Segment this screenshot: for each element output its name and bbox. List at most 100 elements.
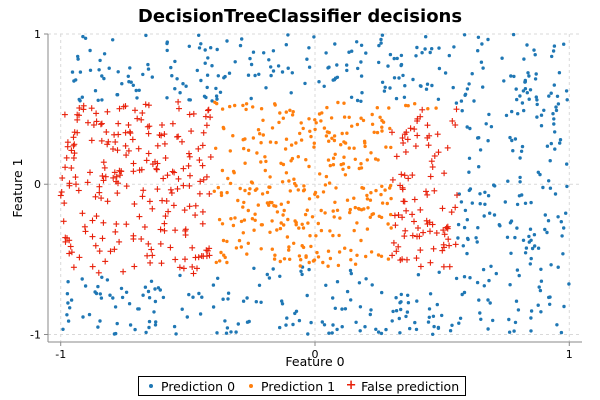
point-prediction-0 <box>432 324 436 329</box>
point-prediction-1 <box>334 186 338 190</box>
point-prediction-0 <box>306 332 310 336</box>
point-prediction-0 <box>545 230 549 235</box>
point-prediction-1 <box>256 203 260 207</box>
point-prediction-0 <box>527 97 531 101</box>
point-prediction-0 <box>249 62 254 67</box>
point-false-prediction <box>399 214 406 221</box>
point-prediction-0 <box>280 70 285 74</box>
point-prediction-1 <box>243 188 247 193</box>
point-prediction-0 <box>552 44 557 48</box>
point-false-prediction <box>158 132 165 139</box>
point-prediction-1 <box>242 218 247 222</box>
point-false-prediction <box>399 256 406 263</box>
point-prediction-0 <box>379 331 384 336</box>
point-prediction-0 <box>565 162 569 166</box>
point-prediction-0 <box>463 208 468 213</box>
point-prediction-0 <box>88 68 93 73</box>
point-prediction-1 <box>376 253 381 257</box>
point-prediction-0 <box>511 32 516 37</box>
point-prediction-0 <box>66 280 70 284</box>
legend-label-prediction-0: Prediction 0 <box>161 378 236 394</box>
point-prediction-0 <box>170 74 174 78</box>
point-false-prediction <box>433 230 440 236</box>
point-prediction-0 <box>489 125 494 129</box>
point-prediction-0 <box>392 56 396 61</box>
point-false-prediction <box>414 118 421 124</box>
point-prediction-0 <box>526 71 530 75</box>
point-prediction-1 <box>375 106 379 110</box>
point-prediction-0 <box>415 45 419 50</box>
point-false-prediction <box>434 131 441 138</box>
point-prediction-0 <box>512 329 516 333</box>
point-prediction-1 <box>241 205 245 209</box>
point-prediction-0 <box>481 66 485 70</box>
point-prediction-0 <box>320 320 324 324</box>
point-prediction-1 <box>327 139 331 143</box>
point-false-prediction <box>115 120 122 127</box>
point-prediction-0 <box>489 264 493 268</box>
point-prediction-1 <box>268 175 272 179</box>
point-prediction-0 <box>415 299 419 303</box>
point-prediction-1 <box>356 206 361 211</box>
point-prediction-1 <box>304 158 308 162</box>
point-prediction-1 <box>339 143 343 147</box>
point-prediction-0 <box>369 308 373 312</box>
point-prediction-0 <box>461 244 465 248</box>
point-false-prediction <box>404 136 411 143</box>
point-prediction-1 <box>213 100 217 105</box>
point-prediction-1 <box>342 115 347 119</box>
point-prediction-0 <box>567 282 571 286</box>
point-prediction-0 <box>111 38 115 42</box>
point-false-prediction <box>175 133 182 140</box>
point-prediction-1 <box>259 160 263 164</box>
point-false-prediction <box>429 164 436 170</box>
point-prediction-0 <box>479 317 483 321</box>
point-prediction-0 <box>465 125 469 129</box>
point-prediction-1 <box>299 138 304 142</box>
point-false-prediction <box>401 131 408 138</box>
point-prediction-1 <box>275 228 279 232</box>
point-false-prediction <box>107 248 114 255</box>
point-false-prediction <box>93 110 100 117</box>
point-prediction-0 <box>197 33 201 37</box>
point-prediction-0 <box>553 147 557 151</box>
point-prediction-1 <box>302 184 306 188</box>
point-prediction-0 <box>112 332 117 336</box>
point-false-prediction <box>172 256 179 263</box>
point-prediction-0 <box>447 53 451 58</box>
point-prediction-0 <box>354 320 358 324</box>
point-false-prediction <box>441 170 448 177</box>
point-prediction-0 <box>146 289 151 294</box>
point-prediction-0 <box>547 94 551 98</box>
point-prediction-0 <box>188 98 192 102</box>
point-prediction-0 <box>312 35 316 39</box>
point-prediction-0 <box>403 84 407 88</box>
point-prediction-0 <box>225 326 230 330</box>
point-prediction-0 <box>394 96 399 101</box>
point-prediction-1 <box>387 106 391 110</box>
point-false-prediction <box>120 268 127 275</box>
point-prediction-0 <box>562 304 566 309</box>
point-false-prediction <box>148 246 155 253</box>
point-false-prediction <box>142 101 149 108</box>
point-false-prediction <box>189 263 196 270</box>
point-prediction-0 <box>423 47 427 51</box>
point-prediction-1 <box>251 105 255 109</box>
point-prediction-0 <box>278 274 282 278</box>
point-prediction-1 <box>265 190 270 195</box>
point-prediction-1 <box>366 206 370 210</box>
point-false-prediction <box>101 164 108 171</box>
point-prediction-0 <box>511 149 515 153</box>
point-prediction-0 <box>380 290 384 295</box>
point-prediction-0 <box>384 327 388 332</box>
point-prediction-0 <box>74 78 78 82</box>
point-false-prediction <box>176 264 183 271</box>
point-false-prediction <box>111 246 118 253</box>
point-prediction-1 <box>263 168 267 173</box>
point-prediction-0 <box>271 267 275 271</box>
point-false-prediction <box>404 256 410 263</box>
point-prediction-1 <box>246 148 251 152</box>
point-prediction-0 <box>305 57 309 61</box>
point-prediction-0 <box>425 82 430 86</box>
point-false-prediction <box>182 226 189 233</box>
